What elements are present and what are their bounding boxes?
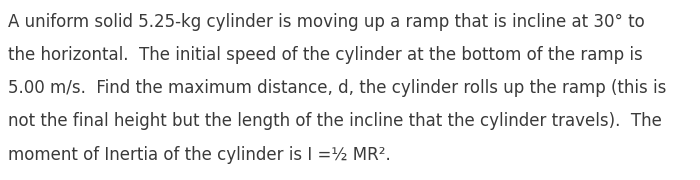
Text: 5.00 m/s.  Find the maximum distance, d, the cylinder rolls up the ramp (this is: 5.00 m/s. Find the maximum distance, d, …	[8, 79, 667, 97]
Text: the horizontal.  The initial speed of the cylinder at the bottom of the ramp is: the horizontal. The initial speed of the…	[8, 46, 643, 64]
Text: A uniform solid 5.25-kg cylinder is moving up a ramp that is incline at 30° to: A uniform solid 5.25-kg cylinder is movi…	[8, 13, 645, 31]
Text: moment of Inertia of the cylinder is I =½ MR².: moment of Inertia of the cylinder is I =…	[8, 146, 391, 164]
Text: not the final height but the length of the incline that the cylinder travels).  : not the final height but the length of t…	[8, 112, 662, 130]
